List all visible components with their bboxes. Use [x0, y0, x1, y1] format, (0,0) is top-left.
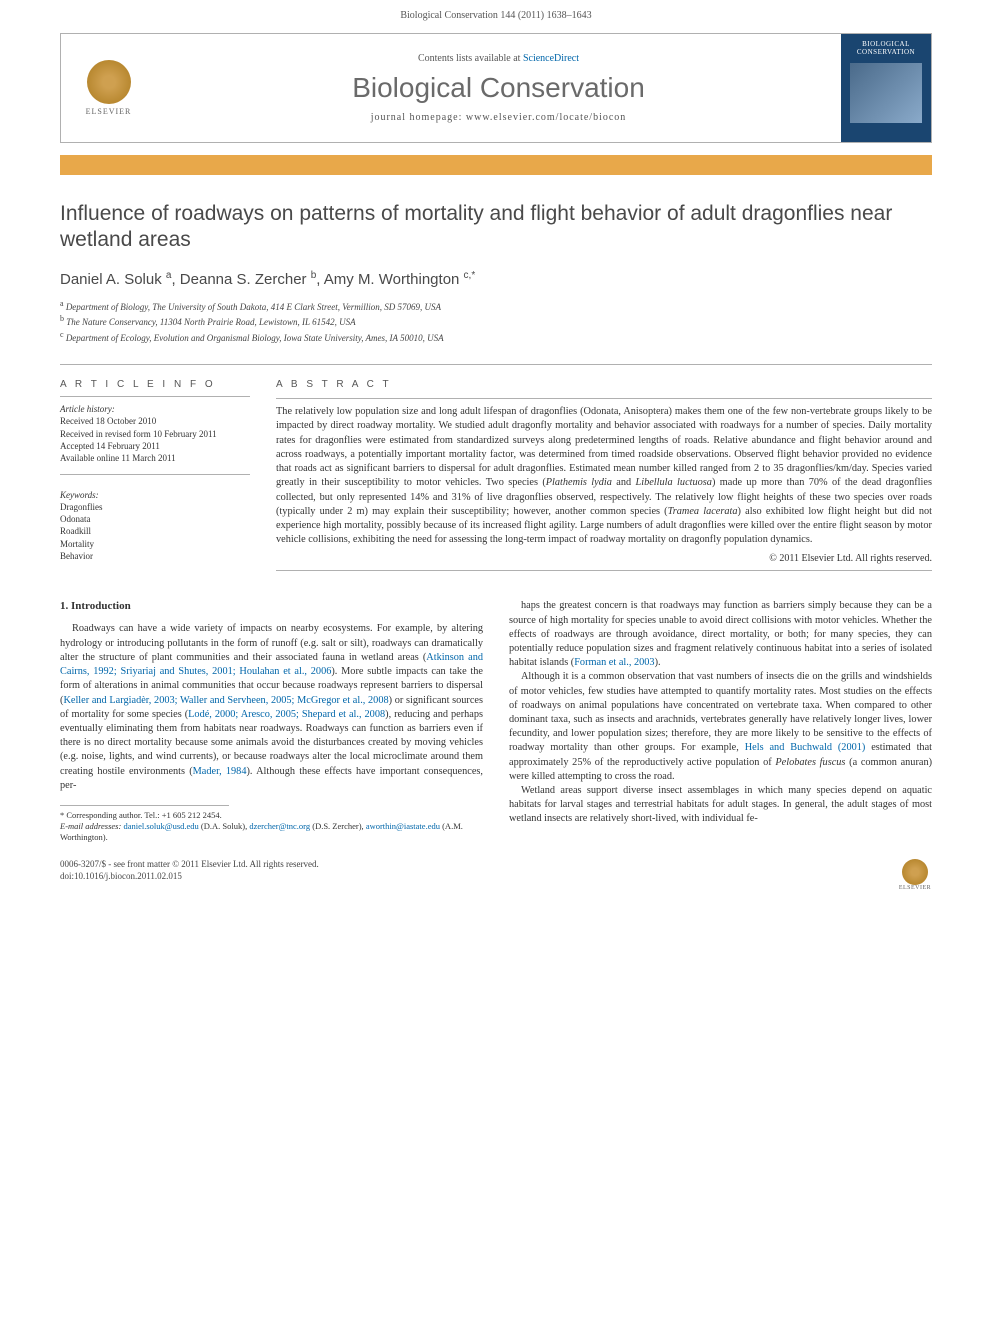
abstract-column: A B S T R A C T The relatively low popul… — [270, 365, 932, 571]
elsevier-logo-text: ELSEVIER — [86, 107, 132, 116]
orange-divider-bar — [60, 155, 932, 175]
footer-front-matter: 0006-3207/$ - see front matter © 2011 El… — [60, 859, 319, 871]
keyword: Odonata — [60, 513, 250, 525]
body-column-left: 1. Introduction Roadways can have a wide… — [60, 599, 483, 843]
history-line: Available online 11 March 2011 — [60, 452, 250, 464]
affiliation-line: b The Nature Conservancy, 11304 North Pr… — [60, 313, 932, 329]
contents-prefix: Contents lists available at — [418, 53, 523, 64]
abstract-text: The relatively low population size and l… — [276, 405, 932, 547]
journal-name: Biological Conservation — [352, 72, 645, 104]
keywords-label: Keywords: — [60, 489, 250, 501]
running-header: Biological Conservation 144 (2011) 1638–… — [0, 0, 992, 25]
journal-homepage: journal homepage: www.elsevier.com/locat… — [371, 112, 627, 123]
body-paragraph: Wetland areas support diverse insect ass… — [509, 784, 932, 827]
sciencedirect-link[interactable]: ScienceDirect — [523, 53, 579, 64]
footer-doi: doi:10.1016/j.biocon.2011.02.015 — [60, 871, 319, 883]
abstract-copyright: © 2011 Elsevier Ltd. All rights reserved… — [276, 553, 932, 564]
section-heading: 1. Introduction — [60, 599, 483, 614]
keyword: Mortality — [60, 538, 250, 550]
elsevier-tree-icon — [902, 859, 928, 885]
body-paragraph: Roadways can have a wide variety of impa… — [60, 622, 483, 792]
article-title: Influence of roadways on patterns of mor… — [60, 201, 932, 254]
page-footer: 0006-3207/$ - see front matter © 2011 El… — [60, 859, 932, 899]
contents-line: Contents lists available at ScienceDirec… — [418, 53, 579, 64]
publisher-logo-area: ELSEVIER — [61, 34, 156, 142]
body-paragraph: haps the greatest concern is that roadwa… — [509, 599, 932, 670]
body-column-right: haps the greatest concern is that roadwa… — [509, 599, 932, 843]
footnotes: * Corresponding author. Tel.: +1 605 212… — [60, 810, 483, 843]
affiliation-line: c Department of Ecology, Evolution and O… — [60, 329, 932, 345]
elsevier-tree-icon — [87, 60, 131, 104]
cover-image-icon — [850, 63, 922, 123]
author-list: Daniel A. Soluk a, Deanna S. Zercher b, … — [60, 270, 932, 288]
journal-header-box: ELSEVIER Contents lists available at Sci… — [60, 33, 932, 143]
keyword: Roadkill — [60, 525, 250, 537]
keyword: Behavior — [60, 550, 250, 562]
article-info-heading: A R T I C L E I N F O — [60, 379, 250, 390]
body-paragraph: Although it is a common observation that… — [509, 670, 932, 784]
journal-cover: BIOLOGICAL CONSERVATION — [841, 34, 931, 142]
history-label: Article history: — [60, 403, 250, 415]
history-line: Received 18 October 2010 — [60, 415, 250, 427]
cover-title: BIOLOGICAL CONSERVATION — [845, 40, 927, 57]
elsevier-small-text: ELSEVIER — [899, 885, 931, 891]
affiliations: a Department of Biology, The University … — [60, 298, 932, 345]
affiliation-line: a Department of Biology, The University … — [60, 298, 932, 314]
elsevier-logo: ELSEVIER — [79, 53, 139, 123]
article-info-column: A R T I C L E I N F O Article history: R… — [60, 365, 270, 571]
email-addresses: E-mail addresses: daniel.soluk@usd.edu (… — [60, 821, 483, 843]
keyword: Dragonflies — [60, 501, 250, 513]
header-center: Contents lists available at ScienceDirec… — [156, 34, 841, 142]
history-line: Received in revised form 10 February 201… — [60, 428, 250, 440]
elsevier-small-logo: ELSEVIER — [898, 859, 932, 899]
abstract-heading: A B S T R A C T — [276, 379, 932, 390]
corresponding-author-note: * Corresponding author. Tel.: +1 605 212… — [60, 810, 483, 821]
history-line: Accepted 14 February 2011 — [60, 440, 250, 452]
